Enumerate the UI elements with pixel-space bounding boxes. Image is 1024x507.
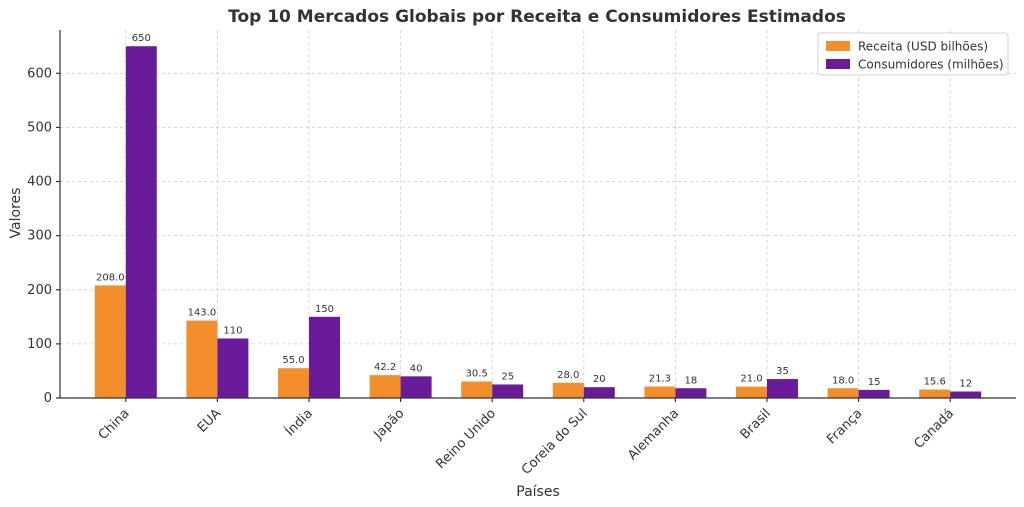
- legend: Receita (USD bilhões) Consumidores (milhõ…: [817, 32, 1009, 76]
- x-tick-label: Índia: [282, 406, 316, 440]
- legend-swatch: [826, 41, 850, 51]
- data-label: 20: [593, 374, 606, 385]
- data-label: 150: [315, 304, 334, 315]
- bar: [767, 379, 798, 398]
- x-tick-label: França: [824, 406, 865, 447]
- data-label: 21.3: [649, 373, 671, 384]
- bar: [186, 320, 218, 398]
- y-tick-label: 400: [27, 175, 52, 190]
- x-tick-label: Coreia do Sul: [519, 406, 591, 478]
- legend-box: [817, 32, 1009, 76]
- x-tick-label: Alemanha: [625, 406, 682, 463]
- data-label: 42.2: [374, 362, 396, 373]
- data-label: 30.5: [466, 368, 488, 379]
- data-label: 12: [959, 379, 972, 390]
- bar-labels: 208.0 143.0 55.0 42.2 30.5 28.0 21.3 21.0 18.0 15…: [96, 33, 972, 389]
- axes: [59, 30, 1016, 399]
- data-label: 650: [132, 33, 151, 44]
- bar: [552, 382, 584, 398]
- bar: [644, 386, 676, 398]
- bar: [858, 389, 890, 398]
- y-tick-label: 100: [27, 337, 52, 352]
- chart-title: Top 10 Mercados Globais por Receita e Co…: [228, 7, 846, 27]
- data-label: 40: [410, 363, 423, 374]
- y-tick-label: 500: [27, 120, 52, 135]
- data-label: 55.0: [282, 355, 304, 366]
- bar: [278, 368, 309, 398]
- x-ticks: China EUA Índia Japão Reino Unido Coreia do S…: [96, 398, 957, 478]
- legend-label: Receita (USD bilhões): [858, 40, 988, 54]
- legend-label: Consumidores (milhões): [858, 58, 1004, 72]
- y-tick-label: 0: [44, 391, 52, 406]
- bar: [675, 388, 707, 398]
- bar: [217, 338, 249, 398]
- data-label: 110: [223, 325, 242, 336]
- data-label: 21.0: [740, 374, 762, 385]
- y-tick-label: 300: [27, 229, 52, 244]
- data-label: 18: [685, 375, 698, 386]
- bars: [94, 46, 982, 399]
- bar: [827, 388, 859, 398]
- bar: [400, 376, 432, 398]
- bar: [125, 46, 157, 399]
- x-axis-label: Países: [516, 484, 559, 500]
- data-label: 143.0: [188, 308, 217, 319]
- bar: [492, 384, 524, 398]
- data-label: 25: [501, 371, 514, 382]
- y-axis-label: Valores: [8, 188, 24, 239]
- bar: [919, 389, 951, 398]
- data-label: 15: [868, 377, 881, 388]
- x-tick-label: EUA: [195, 406, 225, 436]
- x-tick-label: Canadá: [911, 406, 957, 452]
- x-tick-label: China: [96, 406, 133, 443]
- x-tick-label: Reino Unido: [433, 406, 499, 472]
- bar: [461, 381, 493, 398]
- legend-swatch: [826, 59, 850, 69]
- data-label: 35: [776, 366, 789, 377]
- bar: [369, 375, 401, 398]
- bar: [583, 387, 615, 398]
- bar: [736, 386, 767, 398]
- x-tick-label: Japão: [371, 406, 408, 443]
- bar: [94, 285, 126, 398]
- data-label: 18.0: [832, 375, 854, 386]
- bar: [950, 391, 982, 398]
- y-tick-label: 200: [27, 283, 52, 298]
- data-label: 208.0: [96, 272, 125, 283]
- data-label: 28.0: [557, 370, 579, 381]
- y-ticks: 0 100 200 300 400 500 600: [27, 66, 60, 406]
- bar: [309, 316, 340, 398]
- y-tick-label: 600: [27, 66, 52, 81]
- data-label: 15.6: [924, 377, 946, 388]
- x-tick-label: Brasil: [738, 406, 774, 442]
